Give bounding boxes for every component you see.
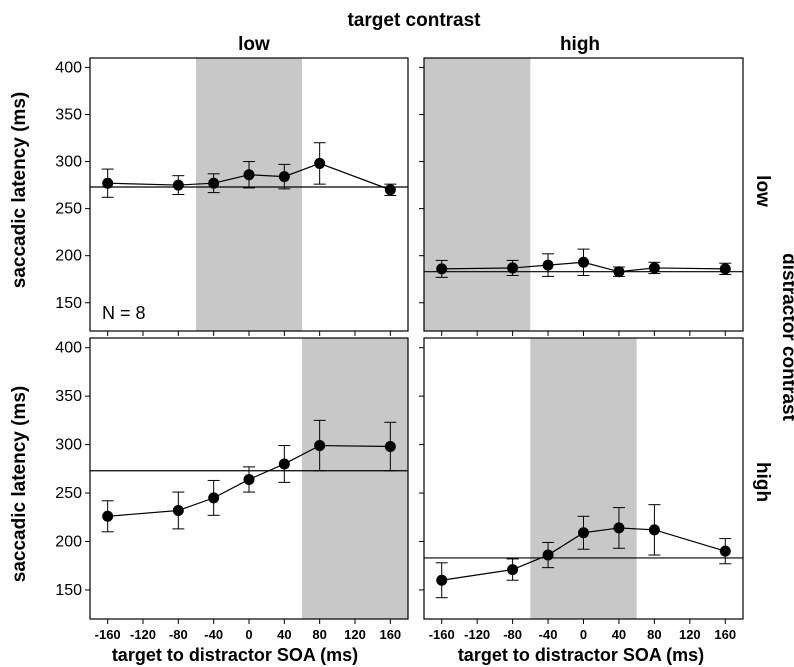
data-point — [172, 179, 184, 191]
x-tick-label: -80 — [169, 627, 188, 642]
data-point — [613, 522, 625, 534]
data-point — [102, 510, 114, 522]
data-point — [436, 574, 448, 586]
ylabel-top: saccadic latency (ms) — [9, 92, 30, 288]
x-tick-label: -120 — [464, 627, 490, 642]
y-tick-label: 400 — [55, 59, 82, 76]
y-tick-label: 150 — [55, 582, 82, 599]
data-point — [278, 171, 290, 183]
data-point — [719, 263, 731, 275]
data-point — [314, 157, 326, 169]
y-tick-label: 400 — [55, 340, 82, 357]
ylabel-bottom: saccadic latency (ms) — [9, 386, 30, 582]
x-tick-label: -160 — [429, 627, 455, 642]
shaded-region — [302, 338, 408, 619]
x-tick-label: 40 — [612, 627, 626, 642]
data-point — [384, 184, 396, 196]
data-point — [507, 262, 519, 274]
xlabel-left: target to distractor SOA (ms) — [112, 645, 358, 665]
panel-1: 150 200 250 300 350 400 N = 8 — [55, 57, 409, 336]
y-tick-label: 350 — [55, 106, 82, 123]
x-tick-label: 40 — [277, 627, 291, 642]
panel-2 — [419, 57, 744, 336]
y-tick-label: 300 — [55, 154, 82, 171]
row-title-high: high — [752, 462, 773, 502]
data-point — [436, 263, 448, 275]
y-tick-label: 150 — [55, 295, 82, 312]
x-tick-label: -40 — [539, 627, 558, 642]
x-tick-label: 160 — [714, 627, 736, 642]
row-title-low: low — [752, 175, 773, 207]
shaded-region — [196, 58, 302, 331]
y-tick-label: 250 — [55, 485, 82, 502]
panel-3: 150 200 250 300 350 400 -160 -120 -80 -40 0 40 80 120… — [55, 337, 409, 642]
data-point — [648, 524, 660, 536]
x-tick-label: 160 — [379, 627, 401, 642]
y-tick-label: 200 — [55, 533, 82, 550]
data-point — [648, 262, 660, 274]
right-title: distractor contrast — [778, 253, 794, 422]
x-tick-label: 120 — [344, 627, 366, 642]
data-point — [243, 473, 255, 485]
n-annotation: N = 8 — [102, 303, 146, 323]
x-tick-label: 0 — [580, 627, 587, 642]
y-tick-label: 300 — [55, 437, 82, 454]
data-point — [384, 441, 396, 453]
data-point — [243, 169, 255, 181]
x-tick-label: -120 — [130, 627, 156, 642]
col-title-high: high — [560, 34, 600, 55]
x-tick-label: 0 — [245, 627, 252, 642]
top-title: target contrast — [347, 10, 481, 31]
data-point — [208, 492, 220, 504]
data-point — [613, 266, 625, 278]
data-point — [542, 549, 554, 561]
y-tick-label: 200 — [55, 248, 82, 265]
shaded-region — [530, 338, 637, 619]
shaded-region — [424, 58, 531, 331]
col-title-low: low — [238, 34, 270, 55]
data-point — [542, 259, 554, 271]
data-point — [172, 504, 184, 516]
data-point — [507, 564, 519, 576]
data-point — [102, 177, 114, 189]
panel-4: -160 -120 -80 -40 0 40 80 120 160 — [419, 337, 744, 642]
data-point — [314, 440, 326, 452]
data-point — [578, 527, 589, 539]
x-tick-label: 80 — [647, 627, 661, 642]
x-tick-label: -160 — [95, 627, 121, 642]
x-tick-label: -40 — [204, 627, 223, 642]
data-point — [278, 458, 290, 470]
x-tick-label: 80 — [312, 627, 326, 642]
x-tick-label: 120 — [679, 627, 701, 642]
data-point — [208, 177, 220, 189]
y-tick-label: 350 — [55, 388, 82, 405]
y-tick-label: 250 — [55, 201, 82, 218]
data-point — [719, 545, 731, 557]
xlabel-right: target to distractor SOA (ms) — [458, 645, 704, 665]
x-tick-label: -80 — [503, 627, 522, 642]
data-point — [578, 256, 589, 268]
